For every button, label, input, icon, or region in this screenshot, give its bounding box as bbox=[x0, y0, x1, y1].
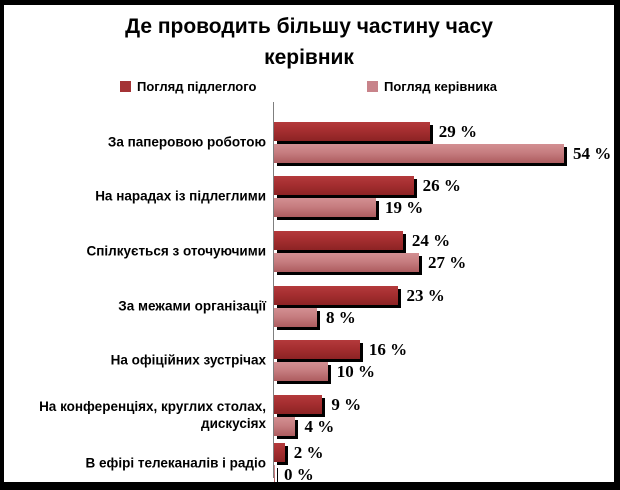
category-axis-line bbox=[273, 102, 274, 478]
value-label: 24 % bbox=[411, 231, 451, 250]
bar-row: Спілкується з оточуючими 24 % 27 % bbox=[4, 231, 614, 275]
bar-manager bbox=[274, 198, 377, 217]
legend-swatch-manager-icon bbox=[367, 80, 378, 92]
chart-title-line1: Де проводить більшу частину часу bbox=[125, 15, 493, 38]
value-label: 10 % bbox=[336, 362, 375, 381]
bar-subordinate bbox=[274, 231, 403, 250]
bar-row: На нарадах із підлеглими 26 % 19 % bbox=[4, 176, 614, 220]
value-label: 29 % bbox=[438, 122, 477, 141]
bar-subordinate bbox=[274, 122, 430, 141]
value-label: 54 % bbox=[572, 144, 612, 163]
value-label: 4 % bbox=[304, 417, 335, 436]
bar-row: На офіційних зустрічах 16 % 10 % bbox=[4, 340, 614, 384]
bar-subordinate bbox=[274, 286, 398, 305]
legend-label-subordinate: Погляд підлеглого bbox=[137, 78, 257, 94]
chart-title-line2: керівник bbox=[264, 46, 354, 69]
bar-subordinate bbox=[274, 395, 323, 414]
value-label: 19 % bbox=[385, 198, 424, 217]
category-label: В ефірі телеканалів і радіо bbox=[85, 455, 266, 471]
bar-subordinate bbox=[274, 340, 360, 359]
category-label: На офіційних зустрічах bbox=[110, 352, 266, 368]
value-label: 23 % bbox=[406, 286, 445, 305]
bar-manager bbox=[274, 253, 419, 272]
chart-title: Де проводить більшу частину часу керівни… bbox=[4, 11, 614, 73]
bar-row: В ефірі телеканалів і радіо 2 % 0 % bbox=[4, 443, 614, 484]
value-label: 16 % bbox=[368, 340, 408, 359]
category-label: На нарадах із підлеглими bbox=[95, 188, 266, 204]
bar-row: На конференціях, круглих столах, дискусі… bbox=[4, 395, 614, 439]
category-label: За межами організації bbox=[118, 298, 266, 314]
value-label: 2 % bbox=[293, 443, 324, 462]
bar-manager bbox=[274, 144, 564, 163]
bar-manager bbox=[274, 362, 328, 381]
value-label: 0 % bbox=[284, 465, 314, 484]
bar-manager bbox=[274, 308, 317, 327]
legend-swatch-subordinate-icon bbox=[120, 80, 131, 92]
legend-item-manager: Погляд керівника bbox=[367, 78, 497, 94]
category-label: Спілкується з оточуючими bbox=[86, 243, 267, 259]
value-label: 9 % bbox=[331, 395, 362, 414]
bar-row: За паперовою роботою 29 % 54 % bbox=[4, 122, 614, 166]
legend-label-manager: Погляд керівника bbox=[384, 78, 497, 94]
category-label: За паперовою роботою bbox=[107, 134, 266, 150]
legend-item-subordinate: Погляд підлеглого bbox=[120, 78, 256, 94]
value-label: 27 % bbox=[427, 253, 467, 272]
bar-row: За межами організації 23 % 8 % bbox=[4, 286, 614, 330]
value-label: 26 % bbox=[422, 176, 461, 195]
value-label: 8 % bbox=[325, 308, 356, 327]
bar-subordinate bbox=[274, 443, 285, 462]
bar-manager bbox=[274, 465, 275, 482]
bar-manager bbox=[274, 417, 296, 436]
category-label: На конференціях, круглих столах, дискусі… bbox=[39, 399, 266, 431]
bar-subordinate bbox=[274, 176, 414, 195]
